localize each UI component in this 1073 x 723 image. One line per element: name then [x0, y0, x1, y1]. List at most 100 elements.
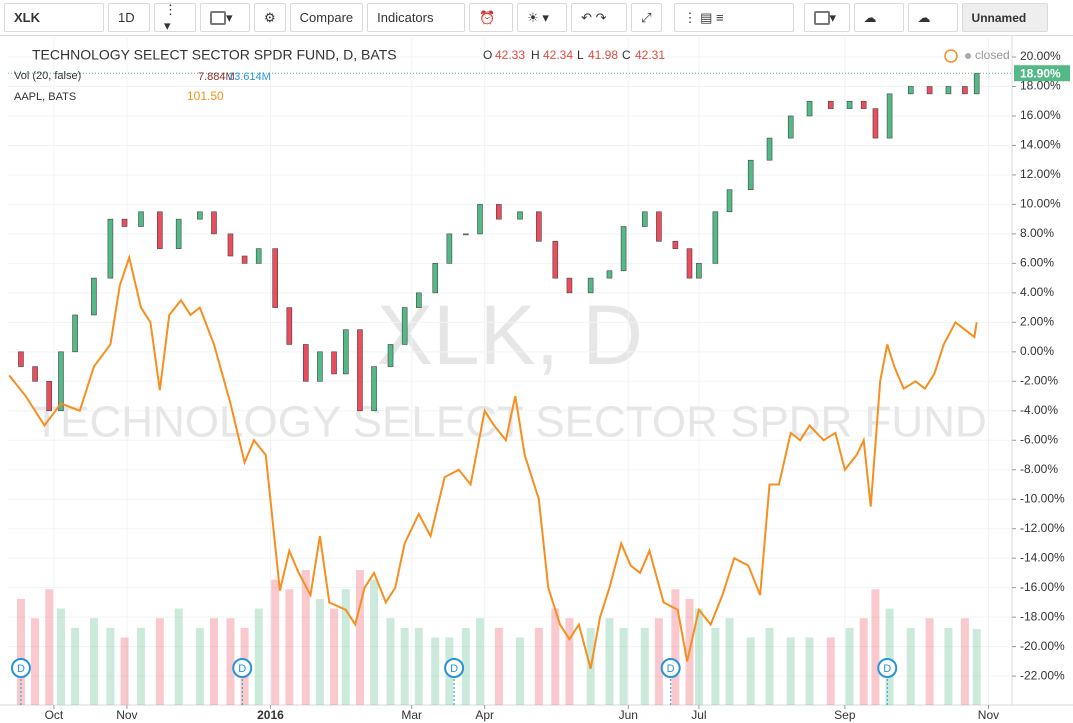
- volume-bar: [871, 589, 880, 705]
- x-tick-label: Mar: [401, 708, 422, 722]
- compare-line: [8, 253, 978, 669]
- y-tick-label: -12.00%: [1020, 521, 1065, 535]
- volume-bar: [805, 637, 814, 705]
- candle: [806, 100, 813, 117]
- y-tick-label: -18.00%: [1020, 609, 1065, 623]
- compare-button[interactable]: Compare: [289, 3, 364, 32]
- y-tick-label: -8.00%: [1020, 462, 1058, 476]
- alert-button[interactable]: ⏰: [469, 3, 514, 32]
- volume-bar: [551, 608, 560, 705]
- y-tick-label: 2.00%: [1020, 315, 1054, 329]
- indicators-button[interactable]: Indicators: [367, 3, 466, 32]
- dividend-label: D: [667, 663, 675, 675]
- chart-bg: [0, 36, 1073, 723]
- y-tick-label: -14.00%: [1020, 550, 1065, 564]
- interval-button[interactable]: 1D: [108, 3, 150, 32]
- legend-title: TECHNOLOGY SELECT SECTOR SPDR FUND, D, B…: [32, 47, 397, 63]
- legend-h-label: H: [531, 48, 540, 62]
- candle: [432, 263, 439, 294]
- volume-bar: [71, 627, 80, 705]
- interval-menu[interactable]: ⋮ ▾: [154, 2, 196, 33]
- dividend-marker: [232, 658, 253, 678]
- candle: [331, 351, 337, 375]
- y-tick-label: 0.00%: [1020, 344, 1054, 358]
- load-button[interactable]: ☁: [853, 3, 904, 32]
- y-tick-label: 14.00%: [1020, 138, 1061, 152]
- candle: [138, 211, 144, 227]
- volume-bar: [45, 589, 54, 705]
- candle: [241, 255, 248, 264]
- y-tick-label: 6.00%: [1020, 256, 1054, 270]
- candle: [175, 218, 182, 249]
- last-price-label: 18.90%: [1020, 66, 1061, 80]
- volume-bar: [640, 627, 649, 705]
- volume-bar: [195, 627, 204, 705]
- volume-bar: [209, 618, 218, 705]
- volume-bar: [725, 618, 734, 705]
- candle: [641, 211, 648, 227]
- settings-button[interactable]: ⚙: [254, 3, 286, 32]
- volume-bar: [605, 618, 614, 705]
- dividend-label: D: [238, 663, 246, 675]
- drawing-tools[interactable]: ⋮ ▤ ≡: [673, 3, 794, 32]
- volume-bar: [972, 628, 981, 705]
- volume-legend: Vol (20, false): [14, 70, 81, 82]
- x-tick-label: Jul: [691, 708, 706, 722]
- layout-button[interactable]: ▾: [803, 3, 850, 32]
- candle: [387, 344, 394, 367]
- candle: [496, 204, 502, 220]
- volume-bar: [925, 618, 934, 705]
- volume-bar: [386, 618, 395, 705]
- fullscreen-button[interactable]: ⤢: [631, 3, 662, 32]
- undo-redo[interactable]: ↶ ↷: [571, 3, 628, 32]
- candle: [446, 233, 453, 264]
- x-tick-label: Nov: [116, 708, 137, 722]
- symbol-input[interactable]: XLK: [4, 3, 104, 32]
- layout-name[interactable]: Unnamed: [961, 3, 1048, 32]
- candle: [157, 211, 163, 249]
- ideas-button[interactable]: ☀ ▾: [517, 3, 568, 32]
- volume-bar: [765, 627, 774, 705]
- candle: [227, 233, 234, 257]
- candle: [272, 248, 278, 308]
- y-tick-label: -4.00%: [1020, 403, 1058, 417]
- volume-bar: [341, 589, 350, 705]
- save-button[interactable]: ☁: [907, 3, 958, 32]
- candle: [827, 100, 834, 109]
- y-tick-label: 20.00%: [1020, 49, 1061, 63]
- y-tick-label: 16.00%: [1020, 108, 1061, 122]
- candle: [46, 381, 52, 412]
- candle: [962, 86, 968, 95]
- y-tick-label: 10.00%: [1020, 197, 1061, 211]
- volume-bar: [431, 637, 440, 705]
- y-tick-label: -20.00%: [1020, 639, 1065, 653]
- candle: [401, 307, 408, 345]
- volume-bar: [315, 598, 324, 705]
- y-tick-label: -6.00%: [1020, 432, 1058, 446]
- chart-style-button[interactable]: ▾: [200, 3, 250, 32]
- candle: [696, 263, 702, 279]
- volume-bar: [475, 618, 484, 705]
- candle: [686, 248, 693, 279]
- candle: [211, 211, 217, 235]
- volume-bar: [301, 570, 310, 705]
- legend-o: 42.33: [495, 48, 525, 62]
- volume-bar: [400, 627, 409, 705]
- volume-bar: [885, 608, 894, 705]
- plot: -22.00% -20.00% -18.00% -16.00% -14.00% -12.0…: [8, 38, 1070, 722]
- candle: [121, 218, 128, 227]
- last-price-box: [1014, 65, 1070, 82]
- candle: [945, 86, 952, 95]
- candle: [107, 218, 114, 279]
- candle: [536, 211, 542, 242]
- volume-bar: [271, 579, 280, 705]
- dividend-marker: [877, 658, 898, 678]
- volume-bar: [534, 627, 543, 705]
- toolbar: XLK 1D ⋮ ▾ ▾ ⚙ Compare Indicators ⏰ ☀ ▾ …: [0, 0, 1073, 36]
- volume-bar: [155, 618, 164, 705]
- candle: [32, 366, 38, 382]
- candle: [566, 277, 573, 294]
- volume-bar: [137, 627, 146, 705]
- status-dot: [965, 53, 971, 59]
